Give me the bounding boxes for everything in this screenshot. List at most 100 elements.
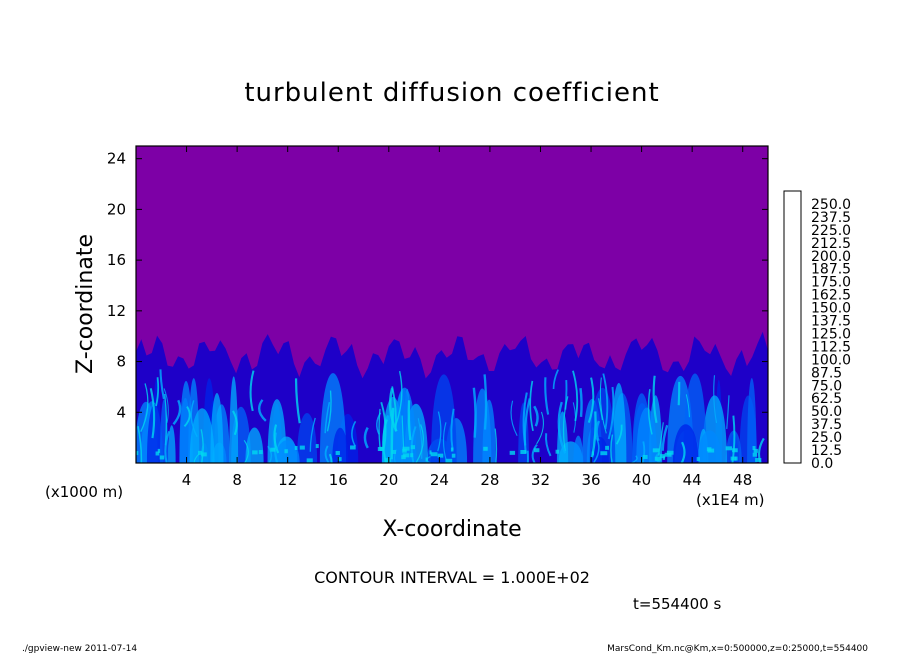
eddy-streak — [726, 395, 730, 430]
plume — [747, 377, 757, 463]
eddy-streak — [552, 369, 559, 389]
plume — [296, 413, 318, 463]
surface-patch — [696, 457, 700, 462]
eddy-streak — [294, 378, 301, 424]
plume — [245, 427, 264, 463]
eddy-streak — [544, 377, 550, 415]
eddy-streak — [661, 424, 669, 451]
chart-title: turbulent diffusion coefficient — [244, 78, 659, 108]
surface-patch — [377, 447, 383, 452]
eddy-streak — [155, 377, 160, 407]
eddy-streak — [531, 444, 538, 463]
surface-patch — [605, 445, 610, 450]
colorbar-label: 162.5 — [811, 288, 851, 304]
surface-patch — [600, 451, 608, 456]
eddy-streak — [324, 401, 331, 434]
eddy-streak — [572, 370, 579, 422]
surface-patch — [666, 450, 674, 455]
eddy-streak — [677, 381, 681, 406]
colorbar: 0.012.525.037.550.062.575.087.5100.0112.… — [783, 190, 851, 472]
eddy-streak — [658, 422, 664, 456]
plume — [573, 435, 584, 463]
colorbar-label: 75.0 — [811, 378, 842, 394]
surface-patch — [652, 448, 660, 453]
eddy-streak — [631, 455, 638, 463]
surface-patch — [350, 445, 356, 450]
x-tick-label: 16 — [329, 471, 348, 489]
surface-patch — [425, 457, 428, 462]
surface-patch — [401, 455, 406, 460]
eddy-streak — [328, 453, 333, 463]
surface-patch — [294, 445, 298, 450]
surface-patch — [315, 444, 319, 449]
x-tick-label: 44 — [683, 471, 702, 489]
surface-patch — [159, 455, 165, 460]
surface-patch — [654, 456, 662, 461]
surface-patch — [402, 446, 410, 451]
colorbar-label: 175.0 — [811, 275, 851, 291]
eddy-streak — [610, 434, 614, 463]
eddy-streak — [159, 369, 165, 400]
y-tick-label: 4 — [116, 403, 126, 421]
plume — [229, 376, 239, 463]
eddy-streak — [378, 408, 381, 448]
eddy-streak — [273, 424, 280, 454]
time-label: t=554400 s — [633, 595, 721, 613]
surface-patch — [306, 458, 313, 463]
eddy-streak — [267, 445, 273, 463]
colorbar-label: 237.5 — [811, 210, 851, 226]
x-tick-label: 28 — [480, 471, 499, 489]
surface-patch — [520, 449, 527, 454]
turbulent-layer — [136, 331, 768, 463]
eddy-streak — [390, 407, 395, 460]
plume — [697, 430, 722, 463]
eddy-streak — [544, 433, 552, 457]
surface-patch — [429, 450, 432, 455]
eddy-streak — [363, 427, 369, 449]
eddy-streak — [579, 388, 583, 417]
footer-right: MarsCond_Km.nc@Km,x=0:500000,z=0:25000,t… — [607, 644, 868, 654]
eddy-streak — [562, 396, 569, 452]
surface-patch — [752, 452, 758, 457]
y-tick-label: 8 — [116, 353, 126, 371]
surface-patch — [155, 451, 160, 456]
surface-patch — [200, 452, 207, 457]
eddy-streak — [598, 398, 603, 421]
surface-patch — [753, 448, 758, 453]
plume — [392, 387, 417, 463]
eddy-streak — [232, 410, 238, 436]
surface-patch — [659, 454, 666, 459]
surface-patch — [445, 458, 453, 463]
plot-frame — [135, 145, 769, 464]
eddy-streak — [607, 386, 615, 440]
y-tick-label: 20 — [107, 200, 126, 218]
colorbar-label: 112.5 — [811, 339, 851, 355]
eddy-streak — [595, 420, 601, 442]
eddy-streak — [450, 408, 455, 451]
eddy-streak — [523, 398, 531, 454]
eddy-streak — [442, 422, 447, 461]
surface-patch — [252, 450, 258, 455]
surface-patch — [451, 453, 456, 458]
eddy-streak — [391, 386, 397, 432]
eddy-streak — [137, 426, 143, 463]
colorbar-label: 125.0 — [811, 327, 851, 343]
eddy-streak — [641, 441, 646, 463]
x-tick-label: 24 — [430, 471, 449, 489]
surface-patch — [437, 453, 444, 458]
surface-patch — [136, 451, 139, 456]
colorbar-label: 87.5 — [811, 365, 842, 381]
surface-patch — [384, 458, 391, 463]
eddy-streak — [249, 370, 255, 412]
surface-patch — [509, 450, 516, 455]
surface-patch — [198, 450, 203, 455]
surface-patch — [299, 445, 305, 450]
surface-patch — [642, 454, 648, 459]
colorbar-label: 137.5 — [811, 314, 851, 330]
surface-patch — [157, 448, 161, 453]
x-unit-label: (x1E4 m) — [696, 491, 765, 509]
x-tick-label: 32 — [531, 471, 550, 489]
surface-patch — [337, 457, 342, 462]
surface-patch — [752, 446, 756, 451]
